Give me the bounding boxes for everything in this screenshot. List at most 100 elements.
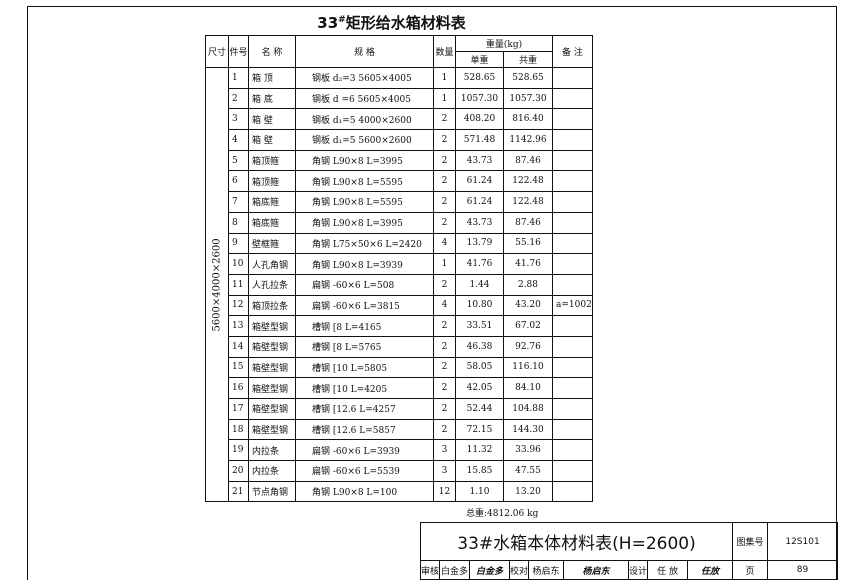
part-name: 箱 顶 [248, 67, 296, 89]
remark [552, 191, 593, 213]
atlas-number: 12S101 [767, 522, 838, 561]
header-part-no: 件号 [228, 35, 249, 68]
unit-weight: 1.44 [455, 273, 504, 296]
part-name: 箱顶拉条 [248, 294, 296, 317]
header-qty: 数量 [433, 35, 456, 68]
header-weight: 重量(kg) [455, 35, 553, 52]
unit-weight: 52.44 [455, 398, 504, 420]
table-row: 12 箱顶拉条 扁钢 -60×6 L=3815 4 10.80 43.20 a=1002 [206, 294, 593, 317]
part-name: 箱顶箍 [248, 149, 296, 172]
qty: 3 [433, 439, 456, 462]
part-no: 20 [228, 460, 249, 482]
unit-weight: 61.24 [455, 191, 504, 213]
check-label: 校对 [509, 560, 530, 580]
unit-weight: 46.38 [455, 335, 504, 358]
designer-signature: 任放 [687, 560, 734, 580]
table-row: 21 节点角钢 角钢 L90×8 L=100 12 1.10 13.20 [206, 480, 593, 503]
qty: 2 [433, 398, 456, 420]
part-name: 箱 壁 [248, 129, 296, 151]
unit-weight: 58.05 [455, 356, 504, 379]
qty: 1 [433, 67, 456, 89]
remark [552, 335, 593, 358]
remark [552, 273, 593, 296]
part-name: 箱壁型钢 [248, 418, 296, 441]
spec: 钢板 d =6 5605×4005 [295, 87, 434, 110]
part-name: 壁框箍 [248, 232, 296, 255]
spec: 扁钢 -60×6 L=508 [295, 273, 434, 296]
title-text: 矩形给水箱材料表 [345, 14, 466, 32]
spec: 钢板 d₁=5 4000×2600 [295, 108, 434, 131]
qty: 2 [433, 211, 456, 234]
part-name: 节点角钢 [248, 480, 296, 503]
unit-weight: 1057.30 [455, 87, 504, 110]
unit-weight: 408.20 [455, 108, 504, 131]
part-no: 16 [228, 377, 249, 399]
qty: 2 [433, 273, 456, 296]
total-weight-cell: 2.88 [503, 273, 553, 296]
qty: 4 [433, 294, 456, 317]
remark [552, 253, 593, 275]
table-title: 33#矩形给水箱材料表 [205, 12, 578, 33]
part-no: 6 [228, 170, 249, 193]
remark [552, 460, 593, 482]
qty: 2 [433, 335, 456, 358]
spec: 槽钢 [12.6 L=5857 [295, 418, 434, 441]
part-no: 2 [228, 87, 249, 110]
total-weight-cell: 87.46 [503, 149, 553, 172]
remark [552, 418, 593, 441]
qty: 1 [433, 87, 456, 110]
unit-weight: 11.32 [455, 439, 504, 462]
total-weight-cell: 47.55 [503, 460, 553, 482]
part-name: 箱壁型钢 [248, 377, 296, 399]
unit-weight: 33.51 [455, 315, 504, 337]
part-name: 箱 壁 [248, 108, 296, 131]
header-remarks: 备 注 [552, 35, 593, 68]
spec: 角钢 L75×50×6 L=2420 [295, 232, 434, 255]
remark [552, 129, 593, 151]
checker: 杨启东 [528, 560, 565, 580]
remark [552, 439, 593, 462]
part-name: 箱底箍 [248, 211, 296, 234]
part-name: 箱壁型钢 [248, 315, 296, 337]
spec: 角钢 L90×8 L=100 [295, 480, 434, 503]
review-label: 审核 [419, 560, 441, 580]
part-no: 10 [228, 253, 249, 275]
spec: 角钢 L90×8 L=5595 [295, 191, 434, 213]
part-no: 4 [228, 129, 249, 151]
unit-weight: 15.85 [455, 460, 504, 482]
unit-weight: 528.65 [455, 67, 504, 89]
table-row: 17 箱壁型钢 槽钢 [12.6 L=4257 2 52.44 104.88 [206, 398, 593, 420]
total-weight-cell: 1142.96 [503, 129, 553, 151]
table-row: 11 人孔拉条 扁钢 -60×6 L=508 2 1.44 2.88 [206, 273, 593, 296]
part-no: 1 [228, 67, 249, 89]
qty: 2 [433, 356, 456, 379]
checker-signature: 杨启东 [563, 560, 630, 580]
table-row: 5 箱顶箍 角钢 L90×8 L=3995 2 43.73 87.46 [206, 149, 593, 172]
unit-weight: 42.05 [455, 377, 504, 399]
spec: 扁钢 -60×6 L=5539 [295, 460, 434, 482]
part-name: 内拉条 [248, 460, 296, 482]
qty: 2 [433, 149, 456, 172]
table-row: 7 箱底箍 角钢 L90×8 L=5595 2 61.24 122.48 [206, 191, 593, 213]
designer: 任 放 [647, 560, 689, 580]
qty: 12 [433, 480, 456, 503]
part-name: 人孔角钢 [248, 253, 296, 275]
spec: 槽钢 [12.6 L=4257 [295, 398, 434, 420]
spec: 钢板 d₁=5 5600×2600 [295, 129, 434, 151]
total-weight: 总重:4812.06 kg [466, 509, 539, 519]
part-no: 11 [228, 273, 249, 296]
table-row: 14 箱壁型钢 槽钢 [8 L=5765 2 46.38 92.76 [206, 335, 593, 358]
part-no: 19 [228, 439, 249, 462]
spec: 钢板 d₂=3 5605×4005 [295, 67, 434, 89]
total-weight-cell: 43.20 [503, 294, 553, 317]
table-row: 5600×4000×2600 1 箱 顶钢板 d₂=3 5605×4005 1 528.… [205, 66, 593, 503]
part-no: 9 [228, 232, 249, 255]
part-name: 箱 底 [248, 87, 296, 110]
remark [552, 315, 593, 337]
spec: 角钢 L90×8 L=5595 [295, 170, 434, 193]
materials-table: 尺寸 件号 名 称 规 格 数量 重量(kg) 备 注 单重 共重 5600×4… [205, 35, 593, 503]
unit-weight: 13.79 [455, 232, 504, 255]
remark [552, 377, 593, 399]
